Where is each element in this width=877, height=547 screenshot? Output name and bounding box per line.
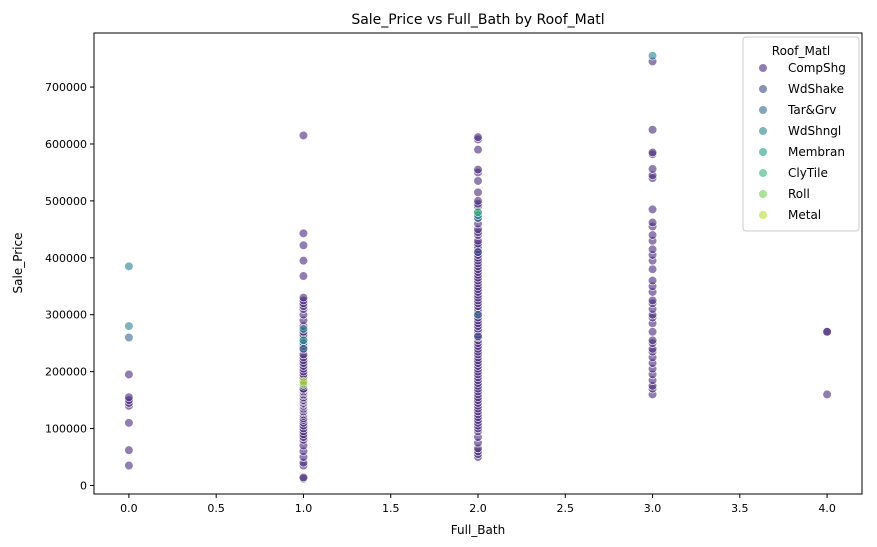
legend-label: ClyTile	[788, 166, 828, 180]
x-tick-label: 3.5	[731, 502, 749, 515]
y-axis-label: Sale_Price	[11, 233, 25, 294]
data-point	[298, 271, 309, 281]
legend-marker	[759, 148, 767, 156]
legend-label: WdShake	[788, 82, 844, 96]
x-tick-label: 2.5	[557, 502, 575, 515]
data-point	[124, 261, 134, 271]
x-tick-label: 1.5	[382, 502, 400, 515]
x-axis: 0.0 0.5 1.0 1.5 2.0 2.5 3.0 3.5 4.0	[120, 494, 836, 515]
data-point	[473, 207, 483, 217]
data-point	[822, 389, 832, 400]
data-point	[647, 275, 658, 286]
legend-label: Tar&Grv	[787, 103, 836, 117]
legend-marker	[759, 169, 767, 177]
data-point	[298, 293, 309, 303]
data-point	[473, 132, 483, 142]
y-tick-label: 500000	[45, 195, 87, 208]
data-point	[124, 460, 134, 471]
y-tick-label: 600000	[45, 138, 87, 151]
data-point	[473, 196, 483, 206]
data-point	[124, 392, 134, 402]
y-tick-label: 0	[80, 479, 87, 492]
data-point	[124, 332, 134, 343]
legend-marker	[759, 64, 767, 72]
data-point	[647, 217, 658, 228]
data-point	[298, 228, 309, 238]
legend: Roof_Matl CompShg WdShake Tar&Grv WdShngl Me…	[742, 36, 860, 232]
x-tick-label: 2.0	[469, 502, 487, 515]
x-tick-label: 0.0	[120, 502, 138, 515]
data-point	[647, 51, 658, 61]
data-point	[298, 256, 309, 266]
legend-label: CompShg	[788, 61, 846, 75]
data-point	[647, 125, 658, 135]
data-point	[124, 369, 134, 380]
data-points	[124, 51, 832, 484]
data-point	[298, 240, 309, 250]
data-point	[473, 176, 483, 186]
x-tick-label: 0.5	[207, 502, 225, 515]
data-point	[647, 204, 658, 215]
data-point	[647, 295, 658, 306]
legend-label: WdShngl	[788, 124, 841, 138]
data-point	[124, 418, 134, 428]
legend-marker	[759, 127, 767, 135]
legend-marker	[759, 211, 767, 219]
legend-title: Roof_Matl	[772, 44, 830, 58]
data-point	[647, 244, 658, 254]
legend-marker	[759, 106, 767, 114]
legend-items: CompShg WdShake Tar&Grv WdShngl Membran ClyTi…	[759, 61, 846, 222]
legend-label: Roll	[788, 187, 810, 201]
data-point	[298, 324, 309, 334]
data-point	[647, 264, 658, 274]
plot-area	[93, 32, 863, 495]
y-tick-label: 700000	[45, 81, 87, 94]
data-point	[473, 331, 483, 341]
data-point	[473, 187, 483, 197]
legend-marker	[759, 85, 767, 93]
data-point	[124, 445, 134, 455]
data-point	[473, 145, 483, 155]
legend-box	[742, 36, 860, 232]
x-tick-label: 3.0	[644, 502, 662, 515]
data-point	[647, 164, 658, 174]
y-tick-label: 300000	[45, 309, 87, 322]
data-point	[298, 472, 309, 483]
data-point	[473, 310, 483, 320]
x-tick-label: 4.0	[818, 502, 836, 515]
x-tick-label: 1.0	[295, 502, 313, 515]
data-point	[647, 335, 658, 345]
data-point	[647, 230, 658, 240]
data-point	[298, 344, 309, 354]
data-point	[473, 164, 483, 175]
legend-label: Membran	[788, 145, 845, 159]
y-tick-label: 100000	[45, 423, 87, 436]
data-point	[647, 327, 658, 337]
data-point	[298, 377, 309, 387]
data-point	[647, 147, 658, 158]
data-point	[298, 130, 309, 141]
y-axis: 0 100000 200000 300000 400000 500000 600000 700…	[45, 81, 94, 492]
data-point	[822, 327, 832, 337]
legend-marker	[759, 190, 767, 198]
data-point	[298, 335, 309, 345]
y-tick-label: 400000	[45, 252, 87, 265]
chart-title: Sale_Price vs Full_Bath by Roof_Matl	[351, 12, 604, 28]
data-point	[124, 321, 134, 331]
y-tick-label: 200000	[45, 366, 87, 379]
data-point	[473, 247, 483, 257]
legend-label: Metal	[788, 208, 821, 222]
x-axis-label: Full_Bath	[451, 523, 505, 537]
